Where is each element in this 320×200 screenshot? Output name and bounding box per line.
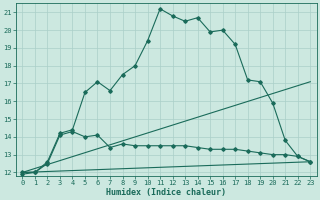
- X-axis label: Humidex (Indice chaleur): Humidex (Indice chaleur): [106, 188, 226, 197]
